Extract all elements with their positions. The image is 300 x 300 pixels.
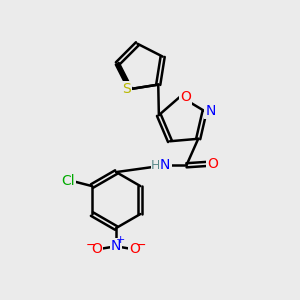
Text: O: O (91, 242, 102, 256)
Text: O: O (129, 242, 140, 256)
Text: N: N (111, 239, 121, 253)
Text: S: S (122, 82, 131, 96)
Text: −: − (135, 239, 146, 252)
Text: H: H (151, 159, 160, 172)
Text: N: N (160, 158, 170, 172)
Text: +: + (116, 235, 125, 245)
Text: Cl: Cl (61, 174, 75, 188)
Text: O: O (180, 89, 191, 103)
Text: −: − (85, 239, 96, 252)
Text: N: N (205, 104, 216, 118)
Text: O: O (208, 157, 218, 171)
